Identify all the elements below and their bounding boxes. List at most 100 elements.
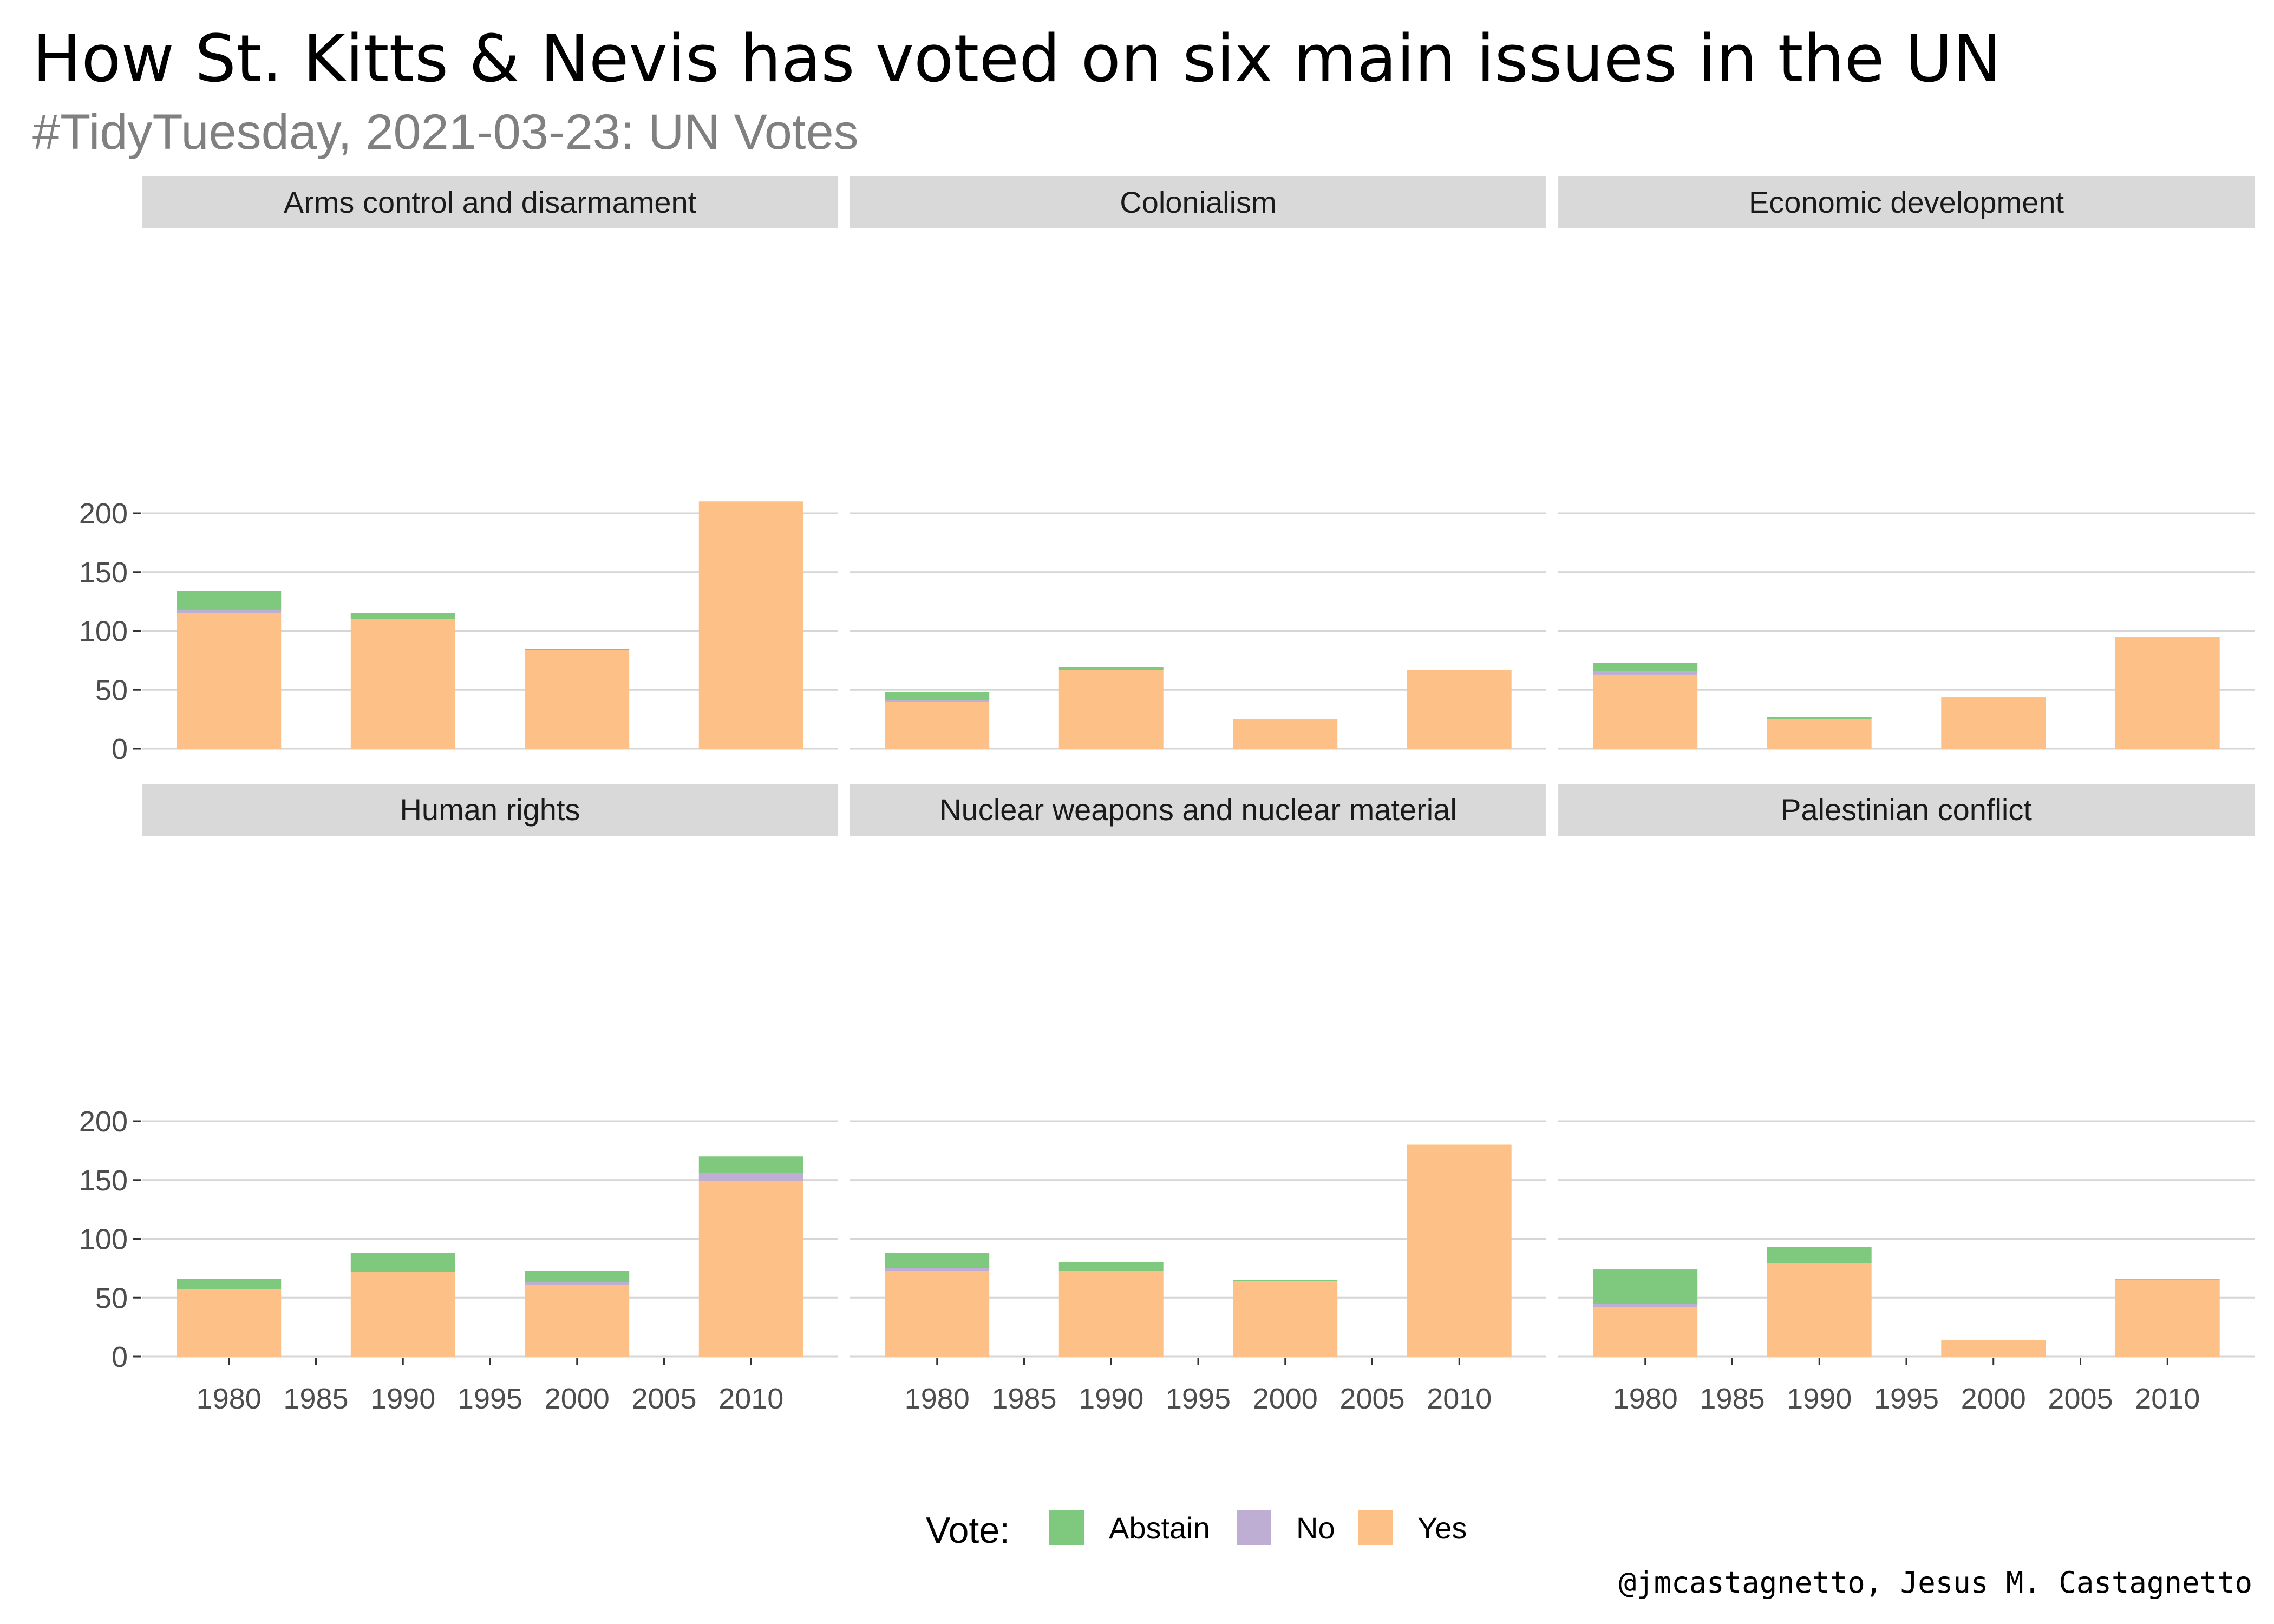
bar-segment-yes [350,619,455,749]
x-tick-label: 2005 [1339,1383,1404,1415]
bar-segment-yes [698,1181,803,1357]
bar-segment-yes [1233,719,1338,749]
bar-segment-no [885,700,990,702]
bar-segment-abstain [525,1271,630,1282]
bar-segment-yes [525,1285,630,1357]
bar-segment-yes [1407,1144,1512,1357]
facet-panel: Palestinian conflict 1980 1985 1990 1995 2000… [1558,784,2255,1415]
legend-label-yes: Yes [1417,1511,1467,1545]
bar-segment-abstain [525,649,630,650]
chart-caption: @jmcastagnetto, Jesus M. Castagnetto [1619,1566,2252,1600]
bar-segment-abstain [1058,667,1164,670]
bar-segment-abstain [1593,663,1698,671]
chart-title: How St. Kitts & Nevis has voted on six m… [32,22,2001,97]
x-tick-label: 1990 [1079,1383,1143,1415]
x-tick-label: 2010 [2135,1383,2200,1415]
bar-segment-yes [525,650,630,749]
facet-panel: Human rights 0 50 100 150 200 1980 1985 1990 1995… [79,784,838,1415]
facet-label: Palestinian conflict [1781,793,2032,827]
bar-segment-yes [1941,1340,2046,1357]
facet-label: Nuclear weapons and nuclear material [939,793,1457,827]
facet-strip [1558,784,2255,836]
facet-strip [142,784,838,836]
bar-segment-yes [1233,1281,1338,1357]
x-tick-label: 1995 [458,1383,522,1415]
bar-segment-yes [350,1272,455,1357]
facet-strip [850,784,1546,836]
x-tick-label: 1995 [1874,1383,1939,1415]
bar-segment-no [1593,671,1698,675]
bar-segment-yes [885,1271,990,1357]
bar-segment-yes [1593,1307,1698,1357]
bar-segment-abstain [885,692,990,700]
bar-segment-yes [1058,1271,1164,1357]
bar-segment-yes [177,1289,282,1357]
bar-segment-yes [1407,670,1512,749]
x-tick-label: 2010 [718,1383,783,1415]
bar-segment-abstain [1767,717,1872,719]
y-tick-label: 200 [79,497,128,530]
x-tick-label: 1985 [283,1383,348,1415]
y-tick-label: 100 [79,615,128,648]
bar-segment-no [698,1173,803,1181]
facet-label: Economic development [1749,185,2064,219]
facet-label: Human rights [400,793,580,827]
y-tick-label: 0 [112,1341,128,1373]
bar-segment-yes [2115,1280,2220,1357]
x-tick-label: 1990 [1787,1383,1852,1415]
bar-segment-no [2115,1279,2220,1280]
bar-segment-yes [1767,1263,1872,1357]
y-tick-label: 50 [95,674,128,706]
bar-segment-yes [1941,697,2046,749]
bar-segment-abstain [177,591,282,610]
bar-segment-yes [1593,674,1698,749]
legend-label-no: No [1296,1511,1335,1545]
facet-panel: Arms control and disarmament 0 50 100 150 200 [79,176,838,765]
facet-strip [1558,176,2255,228]
y-tick-label: 100 [79,1223,128,1256]
chart-subtitle: #TidyTuesday, 2021-03-23: UN Votes [32,104,859,160]
bar-segment-abstain [698,1156,803,1173]
x-tick-label: 2010 [1427,1383,1492,1415]
legend-key-yes [1358,1510,1393,1545]
facet-panel: Economic development [1558,176,2255,750]
legend-key-abstain [1049,1510,1084,1545]
bar-segment-yes [885,702,990,749]
x-tick-label: 2000 [1253,1383,1318,1415]
bar-segment-abstain [350,1253,455,1272]
bar-segment-abstain [177,1279,282,1290]
y-tick-label: 50 [95,1282,128,1314]
facet-strip [850,176,1546,228]
facet-label: Colonialism [1120,185,1276,219]
bar-segment-yes [698,501,803,749]
x-tick-label: 2000 [545,1383,610,1415]
y-tick-label: 200 [79,1105,128,1138]
x-tick-label: 1990 [370,1383,435,1415]
bar-segment-yes [2115,637,2220,749]
bar-segment-abstain [1233,1280,1338,1281]
x-tick-label: 2005 [631,1383,696,1415]
facet-panel: Nuclear weapons and nuclear material 1980… [850,784,1546,1415]
facet-strip [142,176,838,228]
legend-title: Vote: [926,1510,1010,1551]
legend: Vote: Abstain No Yes [926,1510,1467,1551]
x-tick-label: 2000 [1961,1383,2026,1415]
bar-segment-abstain [350,613,455,619]
facet-panels: Arms control and disarmament 0 50 100 150 200… [79,176,2255,1415]
facet-panel: Colonialism [850,176,1546,750]
y-tick-label: 0 [112,733,128,765]
bar-segment-abstain [1767,1247,1872,1264]
y-tick-label: 150 [79,556,128,589]
bar-segment-yes [1058,670,1164,749]
bar-segment-no [525,1282,630,1285]
bar-segment-abstain [885,1253,990,1268]
legend-key-no [1237,1510,1271,1545]
x-tick-label: 1985 [1700,1383,1765,1415]
x-tick-label: 1980 [1613,1383,1678,1415]
bar-segment-no [885,1268,990,1271]
x-tick-label: 1995 [1166,1383,1231,1415]
bar-segment-yes [177,613,282,749]
legend-label-abstain: Abstain [1109,1511,1210,1545]
bar-segment-yes [1767,719,1872,749]
